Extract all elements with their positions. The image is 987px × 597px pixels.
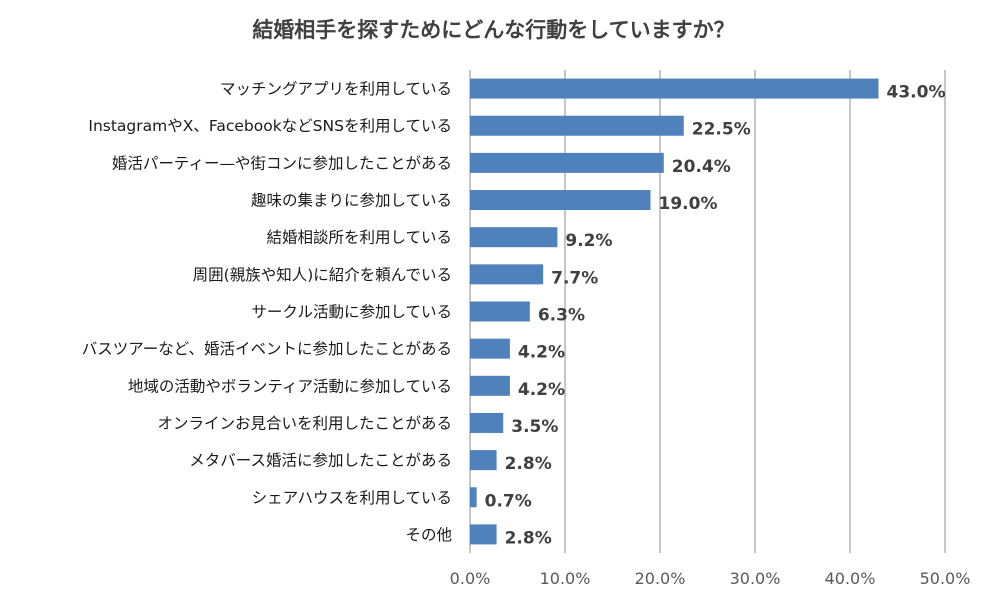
data-label: 43.0%	[887, 83, 946, 103]
data-label: 2.8%	[505, 528, 552, 548]
bar	[470, 227, 558, 248]
bar	[470, 412, 504, 433]
bar	[470, 264, 544, 285]
data-label: 4.2%	[518, 343, 565, 363]
bar	[470, 78, 879, 99]
x-tick-label: 0.0%	[450, 569, 491, 588]
category-label: サークル活動に参加している	[251, 303, 452, 321]
x-tick-label: 20.0%	[635, 569, 686, 588]
category-label: マッチングアプリを利用している	[220, 80, 452, 98]
x-tick-label: 10.0%	[540, 569, 591, 588]
data-label: 2.8%	[505, 454, 552, 474]
bar	[470, 338, 510, 359]
category-label: オンラインお見合いを利用したことがある	[157, 414, 452, 432]
data-label: 20.4%	[672, 157, 731, 177]
category-label: 婚活パーティー—や街コンに参加したことがある	[112, 154, 452, 172]
data-label: 3.5%	[511, 417, 558, 437]
data-label: 4.2%	[518, 380, 565, 400]
x-tick-label: 30.0%	[730, 569, 781, 588]
bar	[470, 375, 510, 396]
bar	[470, 450, 497, 471]
category-label: メタバース婚活に参加したことがある	[189, 452, 452, 470]
bar	[470, 115, 684, 136]
bar	[470, 524, 497, 545]
data-label: 6.3%	[538, 306, 585, 326]
data-labels: 43.0% 22.5% 20.4% 19.0% 9.2% 7.7% 6.3% 4.2% 4.2%…	[485, 83, 946, 549]
bar	[470, 487, 477, 508]
chart-title: 結婚相手を探すためにどんな行動をしていますか？	[252, 18, 735, 42]
data-label: 22.5%	[692, 120, 751, 140]
x-tick-label: 40.0%	[825, 569, 876, 588]
category-label: その他	[405, 526, 452, 544]
category-label: 地域の活動やボランティア活動に参加している	[128, 377, 452, 395]
bars	[470, 78, 879, 545]
data-label: 9.2%	[565, 231, 612, 251]
data-label: 0.7%	[485, 491, 532, 511]
category-labels: マッチングアプリを利用している InstagramやX、FacebookなどSNS…	[82, 80, 452, 544]
bar	[470, 152, 664, 173]
bar	[470, 301, 530, 322]
category-label: バスツアーなど、婚活イベントに参加したことがある	[82, 340, 452, 358]
category-label: シェアハウスを利用している	[252, 489, 452, 507]
data-label: 19.0%	[659, 194, 718, 214]
category-label: 結婚相談所を利用している	[266, 229, 452, 247]
bar	[470, 190, 651, 211]
category-label: 趣味の集まりに参加している	[251, 192, 452, 210]
category-label: InstagramやX、FacebookなどSNSを利用している	[88, 117, 452, 135]
x-tick-label: 50.0%	[920, 569, 971, 588]
category-label: 周囲(親族や知人)に紹介を頼んでいる	[193, 266, 452, 284]
x-axis-tick-labels: 0.0% 10.0% 20.0% 30.0% 40.0% 50.0%	[450, 569, 971, 588]
data-label: 7.7%	[551, 268, 598, 288]
grid-lines	[469, 70, 946, 553]
